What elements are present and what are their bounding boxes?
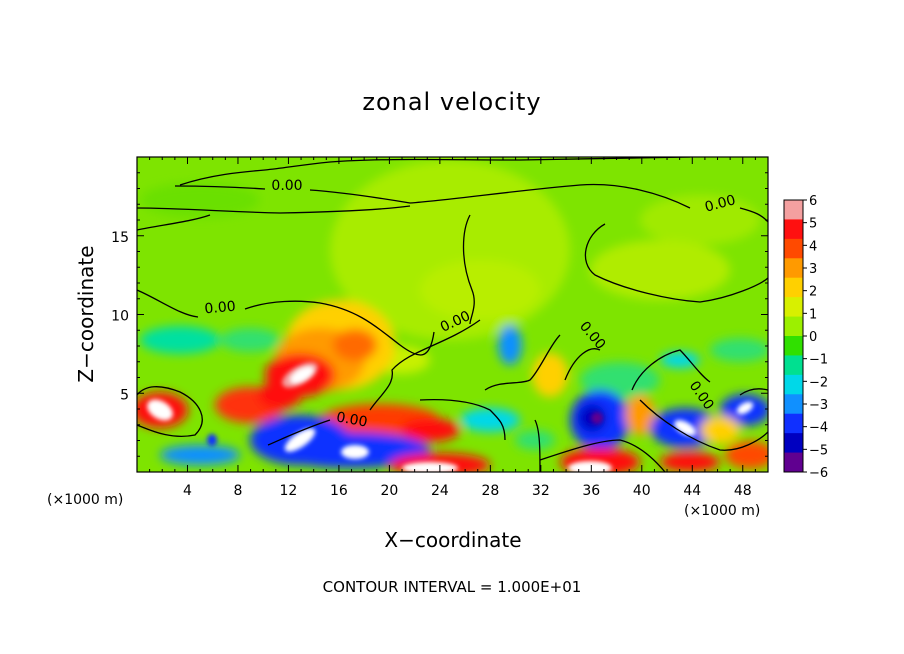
colorbar-tick-label: 6 — [809, 194, 817, 209]
contour-line — [179, 157, 691, 186]
x-tick-label: 4 — [183, 483, 192, 499]
contour-line — [137, 289, 199, 318]
contour-line — [584, 223, 768, 303]
x-tick-label: 8 — [233, 483, 242, 499]
contour-line — [462, 214, 475, 325]
contour-line — [739, 388, 768, 396]
contour-line — [267, 419, 331, 446]
colorbar-swatch — [784, 316, 803, 337]
x-tick-label: 36 — [582, 483, 600, 499]
contour-line — [369, 319, 481, 411]
contour-line — [137, 386, 203, 437]
contour-line — [631, 349, 711, 391]
x-axis-label: X−coordinate — [384, 528, 522, 552]
colorbar-tick-label: −6 — [809, 466, 828, 481]
colorbar-swatch — [784, 277, 803, 298]
field-cores — [147, 362, 754, 472]
contour-interval-note: CONTOUR INTERVAL = 1.000E+01 — [322, 578, 582, 596]
contour-line — [244, 300, 435, 356]
contour-line — [137, 205, 411, 214]
contour-line — [137, 214, 211, 231]
colorbar-swatch — [784, 238, 803, 259]
colorbar-swatch — [784, 258, 803, 279]
x-tick-label: 20 — [380, 483, 398, 499]
contour-line — [534, 419, 541, 472]
contour-line — [419, 399, 506, 441]
x-tick-label: 48 — [734, 483, 752, 499]
y-tick-label: 5 — [120, 387, 129, 403]
x-tick-label: 24 — [431, 483, 449, 499]
x-tick-label: 40 — [633, 483, 651, 499]
colorbar-swatch — [784, 219, 803, 240]
velocity-field: 0.000.000.00 0.000.000.000.00 — [137, 157, 768, 472]
x-tick-label: 28 — [481, 483, 499, 499]
colorbar-swatch — [784, 297, 803, 318]
colorbar-tick-label: 3 — [809, 262, 817, 277]
colorbar-swatch — [784, 200, 803, 220]
y-tick-label: 10 — [111, 309, 129, 325]
colorbar-swatch — [784, 394, 803, 415]
colorbar: 6 5 4 3 2 1 0 −1 −2 −3 −4 −5 −6 — [783, 194, 828, 481]
colorbar-tick-label: −3 — [809, 398, 828, 413]
colorbar-tick-label: 1 — [809, 307, 817, 322]
chart-title: zonal velocity — [362, 88, 542, 116]
x-tick-label: 12 — [280, 483, 298, 499]
zero-contours — [137, 157, 768, 472]
contour-label: 0.00 — [335, 409, 368, 430]
colorbar-swatch — [784, 413, 803, 434]
x-unit-right: (×1000 m) — [684, 503, 761, 519]
x-tick-label: 16 — [330, 483, 348, 499]
colorbar-swatch — [784, 355, 803, 376]
colorbar-swatch — [784, 336, 803, 356]
colorbar-tick-label: −4 — [809, 421, 828, 436]
colorbar-tick-label: −1 — [809, 353, 828, 368]
field-layers — [137, 160, 768, 472]
colorbar-swatch — [784, 433, 803, 454]
colorbar-tick-label: −2 — [809, 375, 828, 390]
contour-line — [539, 439, 666, 472]
colorbar-tick-label: −5 — [809, 443, 828, 458]
contour-line — [564, 348, 601, 381]
colorbar-swatch — [784, 374, 803, 395]
y-axis: 5 10 15 — [111, 172, 768, 457]
contour-line — [639, 399, 768, 451]
colorbar-swatch — [784, 452, 803, 473]
x-axis: 4 8 12 16 20 24 28 32 36 40 44 48 — [149, 157, 756, 499]
contour-line — [484, 334, 561, 391]
contour-label: 0.00 — [204, 299, 236, 318]
contour-label: 0.00 — [703, 192, 737, 216]
colorbar-tick-label: 2 — [809, 285, 817, 300]
contour-line — [309, 183, 691, 209]
colorbar-tick-label: 4 — [809, 239, 817, 254]
colorbar-tick-label: 5 — [809, 217, 817, 232]
x-tick-label: 44 — [683, 483, 701, 499]
contour-line — [174, 185, 266, 190]
y-tick-label: 15 — [111, 230, 129, 246]
contour-label: 0.00 — [271, 178, 302, 194]
x-tick-label: 32 — [532, 483, 550, 499]
colorbar-tick-label: 0 — [809, 330, 817, 345]
x-unit-left: (×1000 m) — [47, 492, 124, 508]
